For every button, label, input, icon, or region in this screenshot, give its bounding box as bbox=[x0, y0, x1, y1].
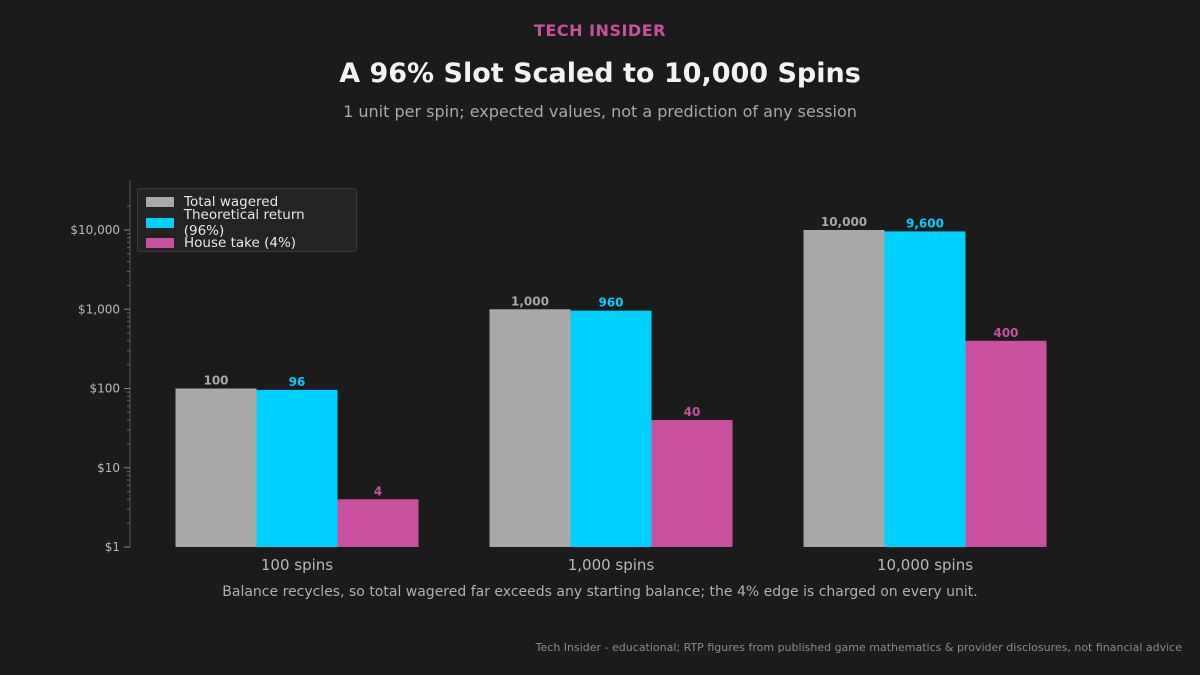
chart-note: Balance recycles, so total wagered far e… bbox=[222, 584, 978, 600]
y-tick-label: $1 bbox=[105, 540, 120, 554]
bar-value-label: 40 bbox=[684, 405, 701, 419]
bar bbox=[965, 340, 1047, 547]
chart-legend: Total wagered Theoretical return (96%) H… bbox=[137, 188, 357, 252]
bar-value-label: 4 bbox=[374, 484, 382, 498]
chart-subtitle: 1 unit per spin; expected values, not a … bbox=[343, 102, 857, 121]
bar-value-label: 1,000 bbox=[511, 294, 549, 308]
x-tick-label: 1,000 spins bbox=[568, 556, 655, 574]
bar bbox=[175, 388, 257, 547]
bar-value-label: 100 bbox=[203, 374, 228, 388]
y-tick-label: $1,000 bbox=[78, 302, 120, 316]
x-tick-label: 10,000 spins bbox=[877, 556, 973, 574]
y-tick-label: $10 bbox=[97, 461, 120, 475]
legend-label-return: Theoretical return (96%) bbox=[183, 206, 305, 239]
legend-label-wagered: Total wagered bbox=[184, 194, 279, 211]
chart-title: A 96% Slot Scaled to 10,000 Spins bbox=[339, 58, 861, 89]
bar-value-label: 10,000 bbox=[821, 215, 867, 229]
bar-value-label: 960 bbox=[598, 296, 623, 310]
bar bbox=[489, 309, 571, 547]
brand-label: TECH INSIDER bbox=[534, 21, 666, 40]
legend-item-return: Theoretical return (96%) bbox=[146, 207, 348, 239]
y-tick-label: $100 bbox=[89, 382, 120, 396]
legend-label-house: House take (4%) bbox=[184, 235, 297, 252]
bar bbox=[570, 310, 652, 547]
bar bbox=[884, 231, 966, 547]
legend-item-house: House take (4%) bbox=[146, 233, 348, 254]
bar bbox=[256, 389, 338, 547]
footer-source: Tech Insider - educational; RTP figures … bbox=[535, 641, 1182, 654]
legend-swatch-wagered bbox=[146, 197, 174, 208]
bar-value-label: 96 bbox=[289, 375, 306, 389]
legend-swatch-return bbox=[146, 217, 174, 228]
x-tick-label: 100 spins bbox=[261, 556, 333, 574]
bar bbox=[803, 230, 885, 547]
legend-item-wagered: Total wagered bbox=[146, 192, 348, 213]
bar-value-label: 400 bbox=[993, 326, 1018, 340]
bar-value-label: 9,600 bbox=[906, 216, 944, 230]
y-tick-label: $10,000 bbox=[70, 223, 120, 237]
bar bbox=[337, 499, 419, 547]
legend-swatch-house bbox=[146, 238, 174, 249]
bar bbox=[651, 420, 733, 547]
